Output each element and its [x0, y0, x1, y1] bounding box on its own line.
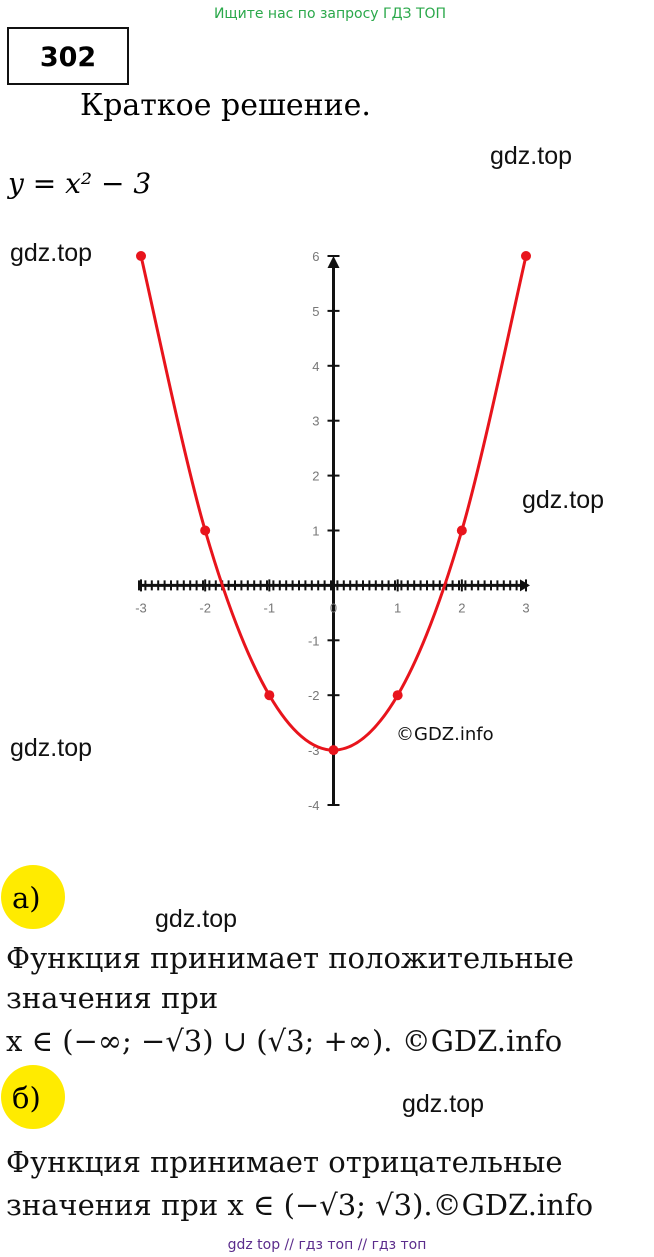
y-tick-label: -4	[308, 798, 320, 813]
watermark: gdz.top	[490, 142, 572, 170]
formula: y = x² − 3	[6, 167, 151, 200]
point	[456, 525, 467, 536]
point	[392, 690, 403, 701]
part-label: а)	[12, 881, 41, 915]
watermark: gdz.top	[155, 905, 237, 933]
part-text: значения при x ∈ (−√3; √3).©GDZ.info	[6, 1188, 593, 1222]
point	[264, 690, 275, 701]
point	[521, 251, 531, 261]
part-text: x ∈ (−∞; −√3) ∪ (√3; +∞). ©GDZ.info	[6, 1024, 562, 1058]
y-tick-label: 1	[312, 524, 319, 539]
x-tick-label: 1	[394, 600, 401, 615]
part-text: значения при	[6, 981, 218, 1015]
point	[136, 251, 146, 261]
watermark: gdz.top	[522, 486, 604, 514]
y-tick-label: 4	[312, 359, 319, 374]
x-tick-label: 0	[330, 600, 337, 615]
part-text: Функция принимает отрицательные	[6, 1145, 563, 1179]
y-tick-label: 6	[312, 249, 319, 264]
watermark: gdz.top	[10, 239, 92, 267]
x-tick-label: -2	[199, 600, 211, 615]
problem-number: 302	[40, 42, 96, 73]
y-tick-label: 2	[312, 469, 319, 484]
part-label: б)	[12, 1081, 41, 1115]
watermark: gdz.top	[402, 1090, 484, 1118]
chart: -4 -3 -2 -1 1 2 3 4 5 6 -3 -2 -1 0 1 2 3 ©GDZ.info	[135, 249, 531, 813]
heading: Краткое решение.	[80, 88, 371, 123]
y-tick-label: 5	[312, 304, 319, 319]
part-text: Функция принимает положительные	[6, 941, 574, 975]
footer: gdz top // гдз топ // гдз топ	[228, 1237, 427, 1253]
y-tick-label: 3	[312, 414, 319, 429]
x-tick-label: 3	[522, 600, 529, 615]
watermark: gdz.top	[10, 734, 92, 762]
part-marker	[1, 865, 65, 929]
number-box	[7, 27, 129, 85]
y-tick-label: -2	[308, 688, 320, 703]
point	[328, 745, 339, 756]
top-watermark: Ищите нас по запросу ГДЗ ТОП	[214, 6, 446, 22]
y-tick-label: -1	[308, 633, 320, 648]
part-marker	[1, 1065, 65, 1129]
x-tick-label: 2	[458, 600, 465, 615]
point	[200, 525, 211, 536]
annotation: ©GDZ.info	[396, 724, 494, 745]
y-axis-arrow	[327, 256, 340, 268]
y-tick-label: -3	[308, 743, 320, 758]
x-tick-label: -3	[135, 600, 147, 615]
x-tick-label: -1	[264, 600, 276, 615]
